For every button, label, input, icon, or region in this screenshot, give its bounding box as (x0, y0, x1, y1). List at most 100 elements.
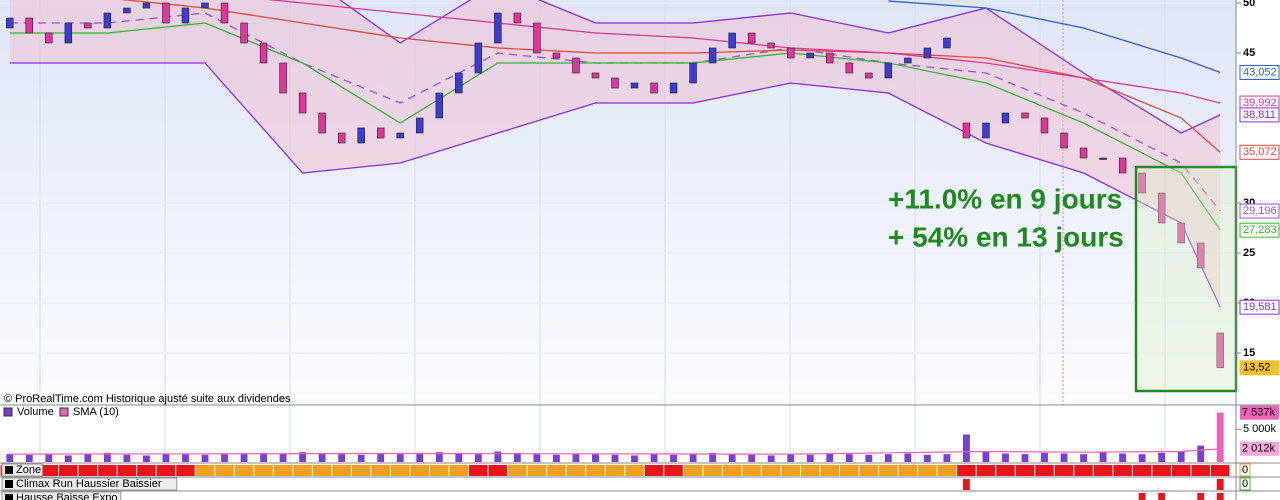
candle-body (884, 62, 893, 79)
volume-bar (201, 454, 209, 462)
volume-bar (670, 454, 677, 462)
volume-bar (709, 452, 717, 462)
indicator-line (266, 0, 1221, 104)
indicator-line (339, 0, 1221, 134)
zone-cell (957, 465, 976, 476)
candle-body (865, 72, 873, 79)
candle-body (552, 52, 561, 59)
zone-cell (840, 465, 859, 476)
signal-bar (1138, 493, 1146, 500)
volume-bar (103, 452, 111, 462)
zone-cell (508, 465, 527, 476)
volume-bar (826, 453, 834, 462)
zone-cell (488, 465, 508, 476)
candle-body (25, 17, 34, 34)
signal-bar (1216, 493, 1224, 500)
zone-cell (371, 465, 390, 476)
y-tick-label: 45 (1243, 47, 1255, 59)
zone-cell (351, 465, 371, 476)
signal-bar (1216, 479, 1224, 490)
volume-bar (474, 454, 482, 462)
volume-bar (982, 451, 990, 462)
candle-body (904, 57, 912, 64)
zone-cell (195, 465, 215, 476)
zone-cell (215, 465, 234, 476)
candle-body (572, 57, 580, 74)
zone-cell (996, 465, 1015, 476)
candle-body (1196, 242, 1205, 269)
candle-body (1118, 157, 1127, 174)
price-label-box (1239, 299, 1280, 315)
volume-bar (592, 454, 599, 462)
candle-body (1157, 192, 1166, 224)
volume-bar (1002, 453, 1009, 462)
legend-label: Volume (17, 406, 54, 418)
volume-bar (45, 453, 53, 462)
price-label: 19,581 (1243, 301, 1277, 313)
candle-body (1060, 132, 1068, 149)
zone-cell (976, 465, 996, 476)
zone-cell (293, 465, 312, 476)
indicator-value: 0 (1242, 464, 1248, 476)
volume-bar (787, 454, 795, 462)
indicator-value: 0 (1242, 478, 1248, 490)
candle-body (1079, 147, 1088, 159)
candle-body (181, 7, 190, 24)
price-label: 38,811 (1243, 109, 1276, 121)
candle-body (747, 32, 756, 44)
y-tick-label: 15 (1243, 347, 1255, 359)
highlight-box (1134, 165, 1238, 393)
candle-body (1001, 112, 1010, 124)
volume-bar (553, 454, 560, 462)
legend-swatch (3, 407, 13, 417)
zone-cell (254, 465, 273, 476)
candle-body (318, 112, 326, 134)
volume-bar (357, 454, 365, 462)
candle-body (591, 72, 600, 79)
candle-body (943, 37, 951, 49)
zone-cell (820, 465, 840, 476)
zone-cell (273, 465, 293, 476)
volume-bar (611, 454, 619, 462)
zone-cell (605, 465, 625, 476)
volume-bar (728, 454, 736, 462)
price-label: 35,072 (1243, 146, 1277, 158)
candle-body (376, 127, 385, 139)
zone-cell (137, 465, 156, 476)
zone-cell (1074, 465, 1093, 476)
y-tick-label: 5 000k (1243, 423, 1277, 435)
candle-body (279, 62, 287, 94)
indicator-swatch (5, 480, 13, 488)
volume-bar (318, 453, 326, 462)
candle-body (533, 22, 541, 54)
volume-bar (689, 453, 697, 462)
indicator-name: Zone (16, 464, 41, 476)
volume-bar (845, 454, 853, 462)
volume-bar (1060, 453, 1068, 462)
volume-bar (435, 452, 443, 462)
volume-bar (299, 452, 307, 462)
candle-body (845, 62, 854, 74)
candle-body (494, 12, 502, 44)
candle-body (416, 117, 424, 134)
candle-body (708, 47, 717, 64)
price-label-box (1239, 203, 1280, 219)
candle-body (337, 132, 346, 144)
volume-bar (143, 455, 150, 462)
candle-body (103, 12, 112, 29)
zone-cell (1093, 465, 1113, 476)
zone-cell (683, 465, 703, 476)
indicator-value-box (1239, 477, 1251, 491)
band-fill (9, 0, 1221, 308)
candle-body (1099, 157, 1107, 160)
zone-cell (703, 465, 722, 476)
price-label-box (1239, 144, 1280, 160)
zone-cell (78, 465, 98, 476)
volume-label-box (1240, 441, 1279, 456)
indicator-name: Hausse Baisse Expo (16, 492, 118, 500)
candle-body (474, 42, 483, 74)
zone-cell (527, 465, 547, 476)
volume-bar (631, 455, 638, 462)
